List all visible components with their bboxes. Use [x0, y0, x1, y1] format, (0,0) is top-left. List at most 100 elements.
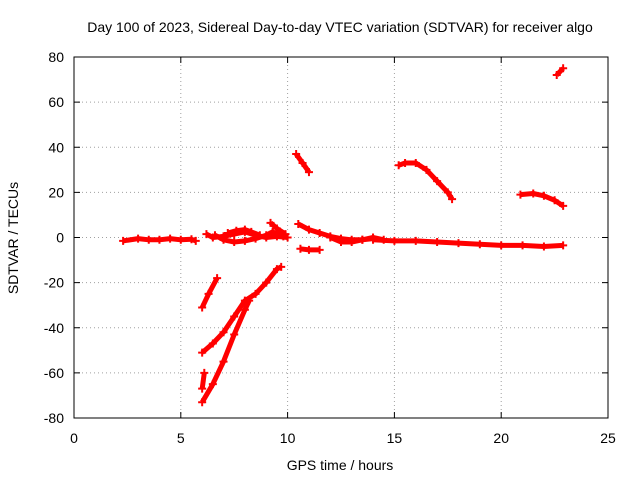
data-point-marker [454, 239, 463, 248]
data-point-marker [255, 231, 264, 240]
data-point-marker [202, 230, 211, 239]
y-tick-labels: -80 -60 -40 -20 0 20 40 60 80 [44, 49, 64, 426]
data-point-marker [166, 234, 175, 243]
series-track-17 [554, 66, 565, 77]
data-point-marker [134, 234, 143, 243]
data-point-marker [198, 398, 207, 407]
data-point-marker [326, 233, 335, 242]
data-point-marker [200, 368, 209, 377]
data-point-marker [245, 296, 254, 305]
x-tick-labels: 0 5 10 15 20 25 [70, 430, 616, 446]
data-point-marker [213, 274, 222, 283]
data-point-marker [304, 245, 313, 254]
data-point-marker [315, 245, 324, 254]
data-point-marker [230, 330, 239, 339]
series-track-9 [372, 237, 564, 249]
data-point-marker [144, 235, 153, 244]
data-point-marker [443, 188, 452, 197]
data-series [119, 64, 568, 407]
data-point-marker [294, 219, 303, 228]
data-point-marker [230, 238, 239, 247]
data-point-marker [296, 244, 305, 253]
axis-ticks [73, 56, 609, 419]
y-tick-label: -20 [44, 275, 64, 291]
data-point-marker [358, 235, 367, 244]
data-point-marker [240, 305, 249, 314]
data-point-marker [304, 168, 313, 177]
data-point-marker [516, 190, 525, 199]
data-point-marker [529, 189, 538, 198]
data-point-marker [223, 228, 232, 237]
data-point-marker [251, 289, 260, 298]
data-point-marker [219, 357, 228, 366]
data-point-marker [208, 380, 217, 389]
data-point-marker [281, 230, 290, 239]
x-tick-label: 20 [493, 430, 509, 446]
x-tick-label: 25 [600, 430, 616, 446]
data-point-marker [550, 196, 559, 205]
y-tick-label: 60 [48, 94, 64, 110]
data-point-marker [390, 236, 399, 245]
data-point-marker [210, 231, 219, 240]
data-point-marker [337, 238, 345, 247]
data-point-marker [208, 339, 217, 348]
y-tick-label: 20 [48, 184, 64, 200]
data-point-marker [268, 227, 277, 236]
data-point-marker [394, 161, 403, 170]
y-tick-label: 0 [56, 230, 64, 246]
series-track-15 [397, 160, 455, 201]
data-point-marker [204, 289, 213, 298]
data-point-marker [119, 236, 128, 245]
data-point-marker [187, 235, 196, 244]
x-tick-label: 15 [387, 430, 403, 446]
data-point-marker [232, 226, 241, 235]
data-point-marker [240, 225, 249, 234]
data-point-marker [191, 236, 200, 245]
x-axis-label: GPS time / hours [287, 457, 394, 473]
data-point-marker [219, 235, 228, 244]
data-point-marker [272, 265, 281, 274]
data-point-marker [552, 71, 561, 80]
data-point-marker [401, 159, 410, 168]
data-point-marker [277, 262, 286, 271]
y-tick-label: -40 [44, 320, 64, 336]
data-point-marker [347, 238, 356, 247]
data-point-marker [298, 159, 307, 168]
data-point-marker [230, 312, 239, 321]
y-tick-label: 80 [48, 49, 64, 65]
x-tick-label: 10 [280, 430, 296, 446]
y-tick-label: -80 [44, 410, 64, 426]
data-point-marker [219, 328, 228, 337]
data-point-marker [272, 224, 281, 233]
data-point-marker [266, 218, 275, 227]
data-point-marker [559, 201, 568, 210]
data-point-marker [198, 348, 207, 357]
x-tick-label: 0 [70, 430, 78, 446]
data-point-marker [433, 238, 442, 247]
data-point-marker [240, 236, 249, 245]
data-point-marker [559, 241, 568, 250]
y-axis-label: SDTVAR / TECUs [5, 182, 21, 294]
data-point-marker [176, 235, 185, 244]
data-point-marker [198, 303, 207, 312]
data-point-marker [411, 159, 420, 168]
data-point-marker [497, 241, 506, 250]
data-point-marker [369, 235, 378, 244]
data-point-marker [411, 236, 420, 245]
data-point-marker [559, 64, 568, 73]
data-point-marker [315, 228, 324, 237]
data-point-marker [292, 150, 301, 159]
data-point-marker [448, 195, 457, 204]
data-point-marker [539, 191, 548, 200]
data-point-marker [518, 241, 527, 250]
data-point-marker [198, 384, 207, 393]
series-track-10 [199, 276, 220, 309]
data-point-marker [539, 242, 548, 251]
data-point-marker [433, 177, 442, 186]
data-point-marker [262, 278, 271, 287]
data-point-marker [304, 225, 313, 234]
chart-title: Day 100 of 2023, Sidereal Day-to-day VTE… [87, 19, 593, 35]
data-point-marker [247, 227, 256, 236]
data-point-marker [422, 165, 431, 174]
